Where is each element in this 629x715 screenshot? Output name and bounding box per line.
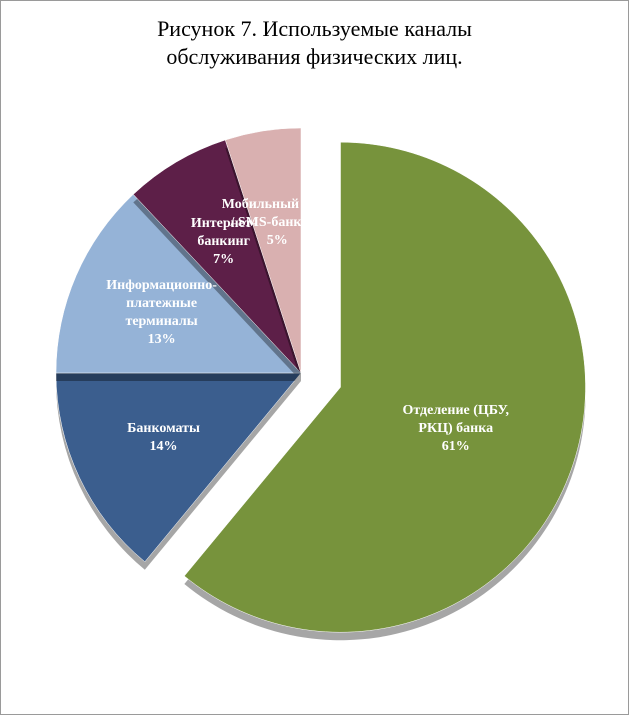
slice-label: Отделение (ЦБУ, РКЦ) банка 61% bbox=[400, 402, 512, 456]
category-label: Банкоматы bbox=[127, 420, 200, 436]
category-label: Отделение (ЦБУ, РКЦ) банка bbox=[402, 402, 510, 436]
value-label: 61% bbox=[441, 438, 470, 454]
slice bbox=[55, 194, 302, 374]
slice bbox=[132, 139, 302, 374]
slice-label: Интернет-банкинг 7% bbox=[168, 215, 280, 269]
category-label: Информационно-платежные терминалы bbox=[106, 277, 217, 329]
value-label: 7% bbox=[213, 252, 235, 268]
value-label: 5% bbox=[266, 232, 288, 248]
slice bbox=[183, 141, 586, 633]
slice-label: Информационно-платежные терминалы 13% bbox=[106, 277, 218, 349]
category-label: Мобильный банк / SMS-банкинг bbox=[221, 196, 333, 230]
slice bbox=[55, 372, 302, 563]
slice bbox=[224, 127, 302, 374]
category-label: Интернет-банкинг bbox=[190, 216, 257, 250]
value-label: 13% bbox=[147, 331, 176, 347]
slice-label: Банкоматы 14% bbox=[108, 420, 220, 456]
value-label: 14% bbox=[149, 438, 178, 454]
chart-title: Рисунок 7. Используемые каналы обслужива… bbox=[157, 16, 472, 69]
slice-label: Мобильный банк / SMS-банкинг 5% bbox=[221, 196, 333, 250]
